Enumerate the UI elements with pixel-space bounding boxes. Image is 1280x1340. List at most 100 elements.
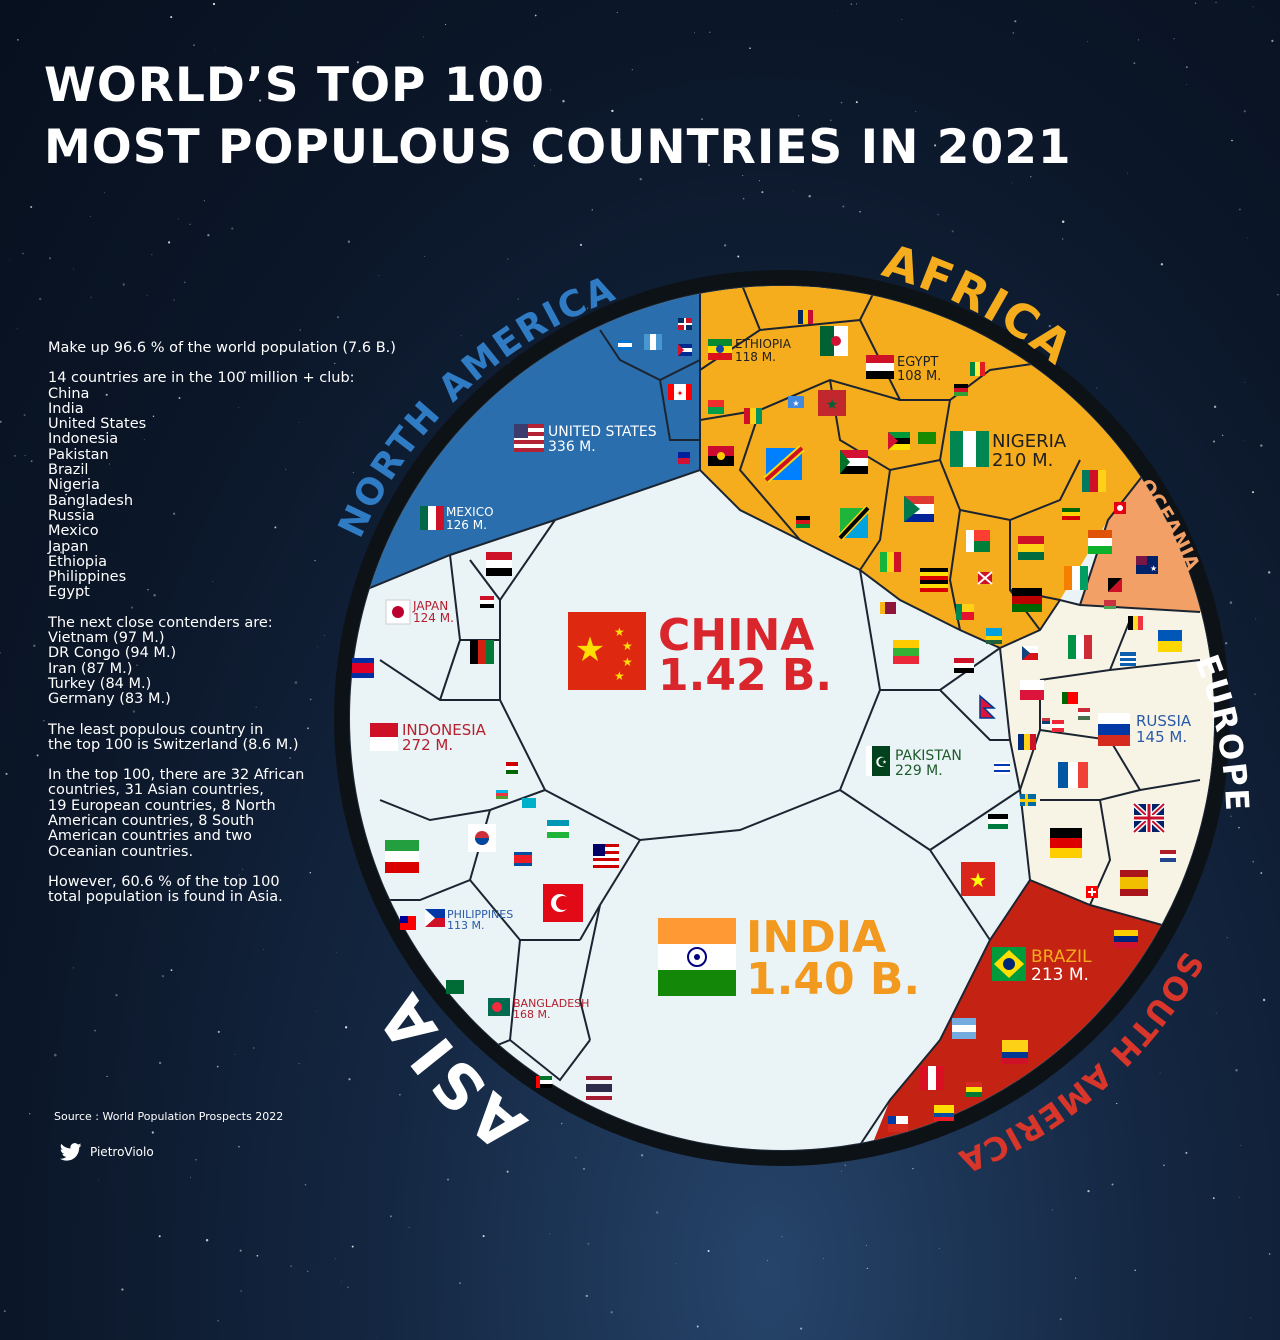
japan-population: 124 M. [413, 611, 454, 625]
india-flag-green [658, 970, 736, 996]
brazil-name: BRAZIL [1031, 947, 1092, 967]
egypt-flag-white [866, 363, 894, 371]
morocco-flag: ★ [818, 390, 846, 416]
uk-flag [1134, 804, 1164, 832]
svg-text:★: ★ [1150, 564, 1157, 573]
iraq-flag [486, 552, 512, 576]
italy-flag [1068, 635, 1092, 659]
taiwan-flag [400, 916, 416, 930]
belarus-flag [1104, 600, 1116, 609]
egypt-flag-black [866, 371, 894, 379]
burundi-flag [978, 572, 992, 584]
png-flag [1108, 578, 1122, 592]
svg-text:★: ★ [792, 399, 799, 408]
nigeria-population: 210 M. [992, 450, 1053, 471]
ghana-flag [1018, 536, 1044, 560]
india-population: 1.40 B. [746, 954, 920, 1005]
brazil-population: 213 M. [1031, 965, 1089, 985]
china-flag-star: ★ [614, 669, 625, 683]
honduras-flag [618, 340, 632, 350]
bangladesh-population: 168 M. [513, 1008, 550, 1021]
greece-flag [1120, 652, 1136, 666]
turkey-flag [543, 884, 583, 922]
romania-flag [1018, 734, 1036, 750]
nigeria-flag-green [976, 431, 989, 467]
usa-flag-canton [514, 424, 528, 438]
rwanda-flag [986, 628, 1002, 644]
russia-flag-white [1098, 713, 1130, 724]
ethiopia-flag-green [708, 339, 732, 346]
country-brazil: BRAZIL 213 M. [992, 947, 1092, 985]
france-flag [1058, 762, 1088, 788]
cuba-flag [678, 344, 692, 356]
ethiopia-flag-emblem [716, 345, 724, 353]
sweden-flag [1020, 794, 1036, 806]
switzerland-flag [1086, 886, 1098, 898]
sudan-flag [840, 450, 868, 474]
country-japan: JAPAN 124 M. [386, 599, 454, 625]
indonesia-flag-red [370, 723, 398, 737]
canada-flag: ✦ [668, 384, 692, 400]
sri-lanka-flag [880, 602, 896, 614]
cameroon-flag [1082, 470, 1106, 492]
country-china: ★ ★ ★ ★ ★ CHINA 1.42 B. [568, 610, 832, 701]
country-nigeria: NIGERIA 210 M. [950, 431, 1067, 471]
thailand-flag [586, 1076, 612, 1100]
iran-flag [385, 840, 419, 873]
china-population: 1.42 B. [658, 650, 832, 701]
mexico-population: 126 M. [446, 518, 487, 532]
russia-flag-red [1098, 735, 1130, 746]
indonesia-flag-white [370, 737, 398, 751]
nigeria-name: NIGERIA [992, 431, 1067, 452]
syria-flag [954, 658, 974, 673]
chad-flag [798, 310, 813, 324]
pakistan-flag-crescent: ☪ [875, 755, 888, 771]
svg-text:✦: ✦ [677, 389, 684, 398]
chile-flag [888, 1116, 908, 1132]
uae-flag [536, 1076, 552, 1088]
belgium-flag [1128, 616, 1143, 630]
haiti-flag [678, 452, 690, 464]
nigeria-flag-green [950, 431, 963, 467]
malawi-flag [954, 384, 968, 396]
ethiopia-flag-red [708, 353, 732, 360]
niger-flag [1088, 530, 1112, 554]
kenya-flag [1012, 588, 1042, 612]
ukraine-flag [1158, 630, 1182, 652]
svg-text:★: ★ [826, 397, 839, 413]
south-africa-flag [904, 496, 934, 522]
mexico-flag-green [420, 506, 428, 530]
india-chakra-icon [694, 954, 700, 960]
country-india: INDIA 1.40 B. [658, 912, 920, 1005]
mali-flag [880, 552, 901, 572]
ecuador-flag [934, 1105, 954, 1121]
south-korea-flag [468, 824, 496, 852]
usa-flag-stripe [514, 448, 544, 452]
indonesia-population: 272 M. [402, 736, 453, 754]
hungary-flag [1078, 708, 1090, 720]
ivory-coast-flag [1064, 566, 1088, 590]
dr-congo-flag [766, 448, 802, 480]
jordan-flag [988, 814, 1008, 829]
myanmar-flag [893, 640, 919, 664]
serbia-flag [1042, 718, 1050, 727]
russia-population: 145 M. [1136, 728, 1187, 746]
philippines-population: 113 M. [447, 919, 484, 932]
angola-flag [708, 446, 734, 466]
tanzania-flag [840, 508, 868, 538]
netherlands-flag [1160, 850, 1176, 862]
uzbekistan-flag [547, 820, 569, 838]
argentina-flag [952, 1018, 976, 1039]
portugal-flag [1062, 692, 1078, 704]
zambia-flag [918, 432, 936, 444]
egypt-name: EGYPT [897, 355, 938, 370]
vietnam-flag: ★ [961, 862, 995, 896]
dominican-flag [678, 318, 692, 330]
senegal-flag [970, 362, 985, 376]
china-flag-star: ★ [622, 655, 633, 669]
svg-text:★: ★ [969, 868, 987, 892]
bolivia-flag [966, 1082, 982, 1097]
mexico-name: MEXICO [446, 505, 494, 519]
israel-flag [994, 762, 1010, 774]
